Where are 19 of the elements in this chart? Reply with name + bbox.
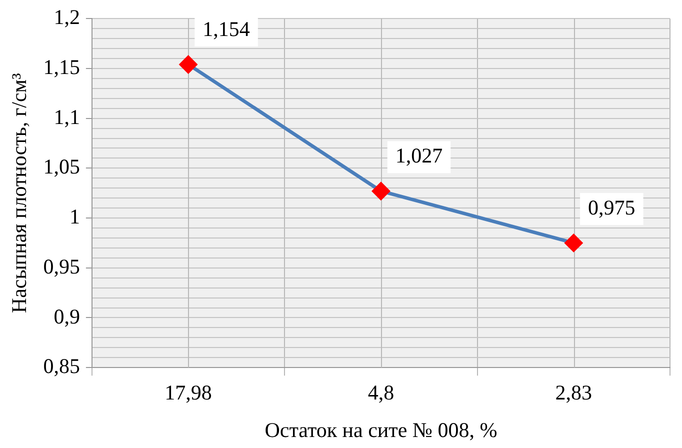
y-tick-label: 0,9 [54,304,80,328]
y-axis-title: Насыпная плотность, г/см³ [7,73,32,314]
data-label: 1,027 [395,144,443,168]
point [372,182,390,200]
y-tick-label: 1,15 [43,54,80,79]
x-axis-title: Остаток на сите № 008, % [264,418,498,442]
y-tick-label: 1,2 [54,5,80,30]
data-label: 1,154 [202,16,250,41]
x-tick-label: 17,98 [164,380,212,405]
y-tick-label: 0,95 [43,254,80,278]
x-tick-label: 4,8 [368,380,394,405]
y-tick-label: 1 [69,204,80,229]
y-tick-label: 0,85 [43,354,80,378]
y-tick-label: 1,1 [54,104,80,129]
point [180,56,198,74]
x-tick-label: 2,83 [555,380,592,405]
data-label: 0,975 [588,195,636,220]
point [564,234,582,252]
y-tick-label: 1,05 [43,154,80,179]
